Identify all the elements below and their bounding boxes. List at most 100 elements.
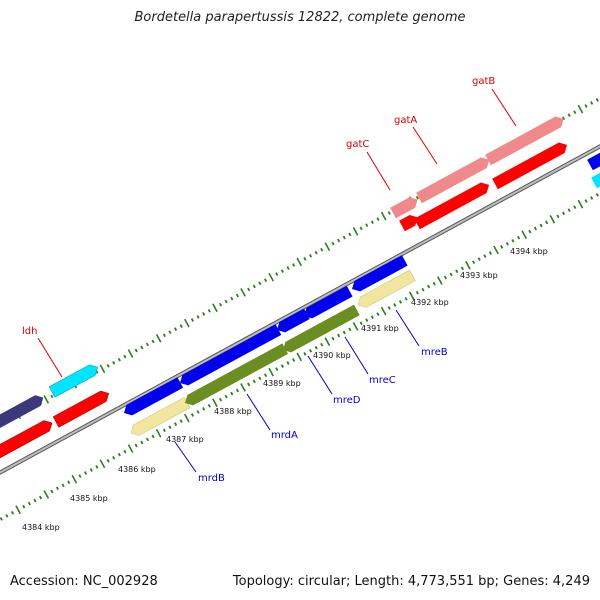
minor-tick [230, 391, 234, 396]
ruler-label: 4394 kbp [510, 247, 548, 256]
gene-mrdA[interactable] [182, 343, 289, 408]
minor-tick [61, 483, 65, 488]
gene-gatA[interactable] [416, 155, 492, 204]
minor-tick [292, 263, 296, 267]
minor-tick [573, 205, 577, 210]
minor-tick [67, 480, 71, 485]
ruler-label: 4387 kbp [166, 435, 204, 444]
minor-tick [309, 348, 313, 353]
major-tick [493, 245, 499, 255]
minor-tick [95, 465, 99, 469]
cds-mreB[interactable] [349, 255, 408, 294]
minor-tick [123, 354, 127, 359]
gene-label-mreB: mreB [421, 347, 448, 358]
gene-label-mreC: mreC [369, 375, 396, 386]
minor-tick [303, 256, 307, 261]
cds-mrdB[interactable] [121, 377, 184, 418]
minor-tick [404, 296, 408, 301]
minor-tick [264, 278, 268, 283]
gene-gatC[interactable] [390, 194, 420, 219]
minor-tick [303, 351, 307, 356]
minor-tick [252, 379, 256, 384]
minor-tick [337, 333, 341, 338]
cds-ldh[interactable] [52, 388, 111, 428]
minor-tick [387, 211, 391, 215]
cds-gatB[interactable] [492, 140, 570, 190]
minor-tick [196, 315, 200, 319]
genome-title: Bordetella parapertussis 12822, complete… [134, 10, 466, 25]
ruler-label: 4386 kbp [118, 465, 156, 474]
major-tick [296, 352, 303, 362]
minor-tick [292, 358, 296, 362]
gene-edge-cyan[interactable] [591, 168, 600, 189]
minor-tick [275, 367, 279, 371]
gene-mreB[interactable] [355, 269, 416, 310]
ruler-label: 4388 kbp [214, 407, 252, 416]
minor-tick [331, 241, 335, 246]
minor-tick [533, 226, 537, 231]
minor-tick [151, 434, 155, 439]
genome-stats-text: Topology: circular; Length: 4,773,551 bp… [232, 574, 590, 589]
minor-tick [545, 220, 549, 225]
gene-label-mreD: mreD [333, 395, 361, 406]
minor-tick [348, 232, 352, 237]
minor-tick [365, 318, 369, 323]
gene-edge-blue[interactable] [587, 150, 600, 171]
minor-tick [590, 196, 594, 200]
cds-upstream[interactable] [0, 418, 55, 468]
ruler-label: 4385 kbp [70, 494, 108, 503]
minor-tick [196, 410, 200, 414]
minor-tick [140, 440, 144, 445]
cds-mreC[interactable] [301, 285, 353, 321]
major-tick [324, 242, 331, 251]
cds-mreD[interactable] [274, 308, 310, 336]
cds-mrdA[interactable] [177, 324, 282, 388]
backbone [0, 144, 600, 475]
major-tick [352, 322, 359, 331]
gene-dark-upstream[interactable] [0, 392, 46, 438]
major-tick [577, 104, 584, 114]
gene-mreD-mreC[interactable] [280, 304, 360, 356]
major-tick [436, 276, 443, 285]
minor-tick [365, 223, 369, 228]
minor-tick [415, 290, 419, 295]
minor-tick [483, 254, 487, 258]
minor-tick [179, 324, 183, 328]
minor-tick [106, 363, 110, 368]
gene-gatB[interactable] [485, 114, 566, 166]
minor-tick [573, 110, 577, 115]
minor-tick [207, 308, 211, 313]
minor-tick [230, 296, 234, 301]
minor-tick [309, 253, 313, 258]
minor-tick [460, 266, 464, 271]
minor-tick [376, 312, 380, 316]
minor-tick [219, 302, 223, 307]
gene-ldh[interactable] [48, 362, 100, 398]
minor-tick [562, 211, 566, 216]
minor-tick [393, 303, 397, 307]
minor-tick [286, 361, 290, 365]
minor-tick [314, 345, 318, 350]
major-tick [212, 303, 218, 313]
major-tick [408, 291, 415, 301]
minor-tick [348, 327, 352, 332]
minor-tick [562, 116, 566, 121]
minor-tick [134, 348, 138, 353]
minor-tick [168, 330, 172, 335]
cds-gatC[interactable] [399, 212, 421, 232]
major-tick [324, 337, 331, 346]
minor-tick [370, 315, 374, 320]
major-tick [43, 395, 50, 404]
ruler-label: 4391 kbp [361, 324, 399, 333]
major-tick [183, 318, 190, 328]
cds-gatA[interactable] [414, 180, 492, 230]
minor-tick [55, 486, 59, 491]
minor-tick [455, 269, 459, 274]
minor-tick [567, 208, 571, 213]
minor-tick [359, 226, 363, 231]
major-tick [240, 383, 246, 392]
minor-tick [320, 247, 324, 252]
major-tick [15, 505, 22, 515]
minor-tick [106, 458, 110, 463]
